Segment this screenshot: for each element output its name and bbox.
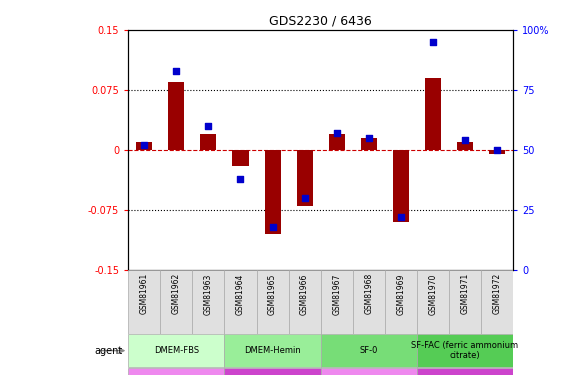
Text: GSM81965: GSM81965 (268, 273, 277, 315)
Text: GSM81972: GSM81972 (493, 273, 501, 314)
Bar (393, 150, 409, 222)
Text: GSM81963: GSM81963 (204, 273, 213, 315)
Bar (417, 270, 449, 334)
Bar (128, 334, 224, 367)
Text: GSM81964: GSM81964 (236, 273, 245, 315)
Bar (265, 150, 280, 234)
Bar (417, 368, 513, 375)
Bar (201, 134, 216, 150)
Bar (361, 138, 377, 150)
Point (268, 224, 278, 230)
Bar (297, 150, 312, 206)
Point (364, 135, 373, 141)
Text: GSM81968: GSM81968 (364, 273, 373, 314)
Point (171, 68, 181, 74)
Bar (321, 368, 417, 375)
Text: DMEM-FBS: DMEM-FBS (154, 346, 199, 355)
Bar (224, 334, 321, 367)
Point (204, 123, 213, 129)
Point (428, 39, 437, 45)
Point (492, 147, 501, 153)
Title: GDS2230 / 6436: GDS2230 / 6436 (269, 15, 372, 27)
Bar (192, 270, 224, 334)
Text: GSM81970: GSM81970 (429, 273, 437, 315)
Bar (128, 368, 224, 375)
Text: GSM81962: GSM81962 (172, 273, 181, 314)
Bar (385, 270, 417, 334)
Point (461, 137, 470, 143)
Bar (289, 270, 321, 334)
Point (139, 142, 149, 148)
Bar (321, 334, 417, 367)
Text: GSM81967: GSM81967 (332, 273, 341, 315)
Bar (224, 270, 257, 334)
Bar (481, 270, 513, 334)
Bar (417, 334, 513, 367)
Bar (353, 270, 385, 334)
Bar (160, 270, 192, 334)
Point (300, 195, 309, 201)
Bar (224, 368, 321, 375)
Point (236, 176, 245, 182)
Text: GSM81969: GSM81969 (396, 273, 405, 315)
Bar (233, 150, 248, 166)
Point (332, 130, 342, 136)
Bar (168, 82, 184, 150)
Text: agent: agent (94, 346, 122, 355)
Text: SF-0: SF-0 (360, 346, 378, 355)
Bar (136, 142, 152, 150)
Text: GSM81961: GSM81961 (140, 273, 149, 314)
Bar (128, 270, 160, 334)
Bar (425, 78, 441, 150)
Bar (321, 270, 353, 334)
Bar (489, 150, 505, 154)
Text: GSM81966: GSM81966 (300, 273, 309, 315)
Text: SF-FAC (ferric ammonium
citrate): SF-FAC (ferric ammonium citrate) (412, 341, 518, 360)
Bar (457, 142, 473, 150)
Bar (329, 134, 345, 150)
Text: GSM81971: GSM81971 (461, 273, 469, 314)
Point (396, 214, 406, 220)
Text: DMEM-Hemin: DMEM-Hemin (244, 346, 301, 355)
Bar (449, 270, 481, 334)
Bar (257, 270, 289, 334)
